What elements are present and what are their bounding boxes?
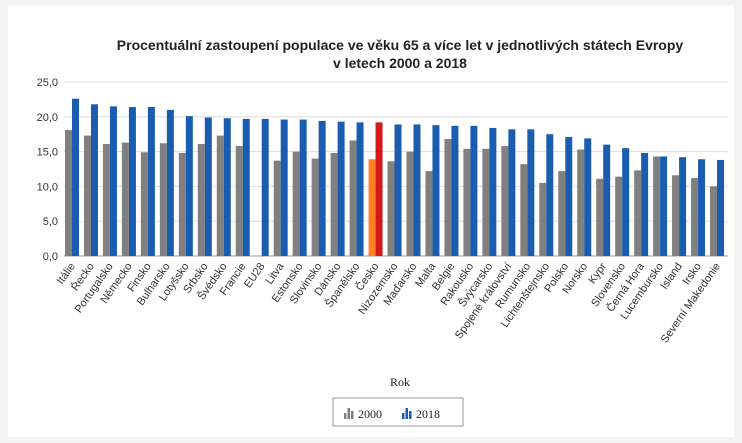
bar-2000[interactable] [558,171,566,256]
y-tick-label: 5,0 [43,216,58,228]
bar-2018[interactable] [413,124,421,257]
bar-2000[interactable] [368,159,376,256]
bar-2018[interactable] [223,118,231,256]
bar-2018[interactable] [185,116,193,256]
bar-2000[interactable] [197,143,205,256]
bar-2018[interactable] [717,159,725,256]
bar-2018[interactable] [679,157,687,256]
chart-subtitle: v letech 2000 a 2018 [333,55,467,71]
chart-frame: Procentuální zastoupení populace ve věku… [8,6,734,437]
bar-2018[interactable] [242,118,250,256]
bar-2018[interactable] [204,117,212,256]
bar-2018[interactable] [603,144,611,256]
bar-2018[interactable] [375,122,383,256]
bar-2000[interactable] [292,151,300,256]
bar-2000[interactable] [65,130,72,256]
bars [65,98,725,257]
bar-2018[interactable] [147,107,155,256]
bar-2018[interactable] [660,156,668,256]
bar-2018[interactable] [432,125,440,256]
legend-box [332,397,464,427]
bar-2000[interactable] [121,142,129,256]
bar-2018[interactable] [489,127,497,256]
bar-2018[interactable] [72,98,79,256]
bar-2000[interactable] [577,149,585,256]
bar-2000[interactable] [672,175,680,256]
bar-2000[interactable] [406,151,414,256]
bar-2018[interactable] [128,107,136,256]
bar-2000[interactable] [539,182,547,256]
bar-2000[interactable] [691,178,699,256]
bar-2018[interactable] [565,136,573,256]
bar-2018[interactable] [470,125,478,257]
bar-2018[interactable] [280,119,288,256]
bar-2000[interactable] [463,148,471,256]
bar-2000[interactable] [520,164,528,256]
bar-2000[interactable] [330,152,338,256]
legend-bar-icon-2018 [402,408,412,419]
bar-2018[interactable] [318,120,326,256]
bar-2018[interactable] [261,118,269,256]
bar-2000[interactable] [482,148,490,256]
bar-2000[interactable] [311,158,319,256]
bar-2000[interactable] [501,146,509,256]
y-axis: 0,0 5,0 10,0 15,0 20,0 25,0 [37,77,58,263]
bar-2000[interactable] [273,160,281,256]
bar-2000[interactable] [710,186,718,256]
y-tick-label: 15,0 [37,147,58,159]
bar-2000[interactable] [634,170,642,256]
bar-2000[interactable] [83,135,91,256]
bar-2000[interactable] [387,161,395,256]
bar-2018[interactable] [90,104,98,256]
legend[interactable]: 2000 2018 [332,397,464,427]
bar-2000[interactable] [159,143,167,256]
bar-2018[interactable] [622,148,630,256]
y-tick-label: 10,0 [37,181,58,193]
chart-title: Procentuální zastoupení populace ve věku… [117,37,684,53]
bar-2000[interactable] [444,139,452,256]
bar-2018[interactable] [337,121,345,256]
bar-2018[interactable] [584,138,592,256]
legend-item-2018[interactable]: 2018 [402,407,440,421]
bar-2000[interactable] [349,140,357,256]
legend-bar-icon-2000 [344,408,354,419]
legend-label-2000: 2000 [358,407,382,421]
bar-2018[interactable] [356,122,364,256]
bar-2018[interactable] [166,109,174,256]
legend-label-2018: 2018 [416,407,440,421]
bar-2018[interactable] [394,124,402,257]
x-axis-title: Rok [390,375,410,389]
bar-2018[interactable] [109,106,117,256]
bar-2000[interactable] [425,171,433,256]
y-tick-label: 25,0 [37,77,58,89]
bar-2000[interactable] [615,176,623,256]
bar-2018[interactable] [641,152,649,256]
bar-2000[interactable] [596,178,604,256]
bar-2018[interactable] [698,159,706,256]
bar-2018[interactable] [299,119,307,256]
x-axis: ItálieŘeckoPortugalskoNěmeckoFinskoBulha… [55,260,723,346]
bar-2000[interactable] [102,143,110,256]
chart: Procentuální zastoupení populace ve věku… [37,37,728,427]
bar-2000[interactable] [216,135,224,256]
y-tick-label: 0,0 [43,251,58,263]
bar-2018[interactable] [451,125,459,257]
legend-item-2000[interactable]: 2000 [344,407,382,421]
bar-2000[interactable] [140,152,148,256]
bar-2018[interactable] [546,134,554,256]
x-tick-label: EU28 [242,261,268,290]
bar-2000[interactable] [653,156,661,256]
bar-2000[interactable] [235,146,243,256]
bar-2018[interactable] [527,129,535,256]
y-tick-label: 20,0 [37,112,58,124]
bar-2000[interactable] [178,152,186,256]
bar-2018[interactable] [508,129,516,256]
